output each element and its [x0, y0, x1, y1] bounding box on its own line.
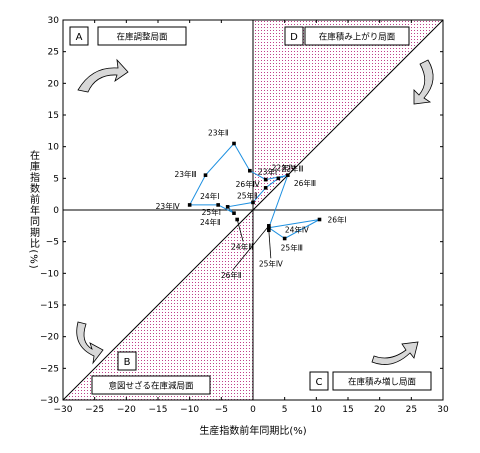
- data-point: [251, 200, 255, 205]
- reference-line: [62, 19, 444, 401]
- x-tick-label: 30: [437, 405, 449, 415]
- quadrant-letter-box: [117, 351, 137, 371]
- quadrant-label-box: [97, 26, 187, 46]
- x-tick-label: −5: [215, 405, 228, 415]
- data-point: [276, 176, 281, 181]
- quadrant-label-box: [91, 375, 211, 395]
- quadrant-letter-box: [69, 26, 89, 46]
- x-tick-label: −10: [180, 405, 199, 415]
- x-tick-label: 0: [250, 405, 256, 415]
- quadrant-letter-box: [284, 26, 304, 46]
- data-point: [232, 141, 236, 146]
- quadrant-letter-box: [309, 371, 329, 391]
- x-tick-label: −25: [85, 405, 104, 415]
- data-point: [267, 225, 271, 230]
- quadrant-letter: B: [124, 357, 131, 368]
- data-label: 26年Ⅳ: [236, 179, 260, 189]
- data-label: 25年Ⅱ: [237, 190, 258, 200]
- x-tick-label: −30: [54, 405, 73, 415]
- y-tick-label: 10: [48, 143, 60, 153]
- data-point: [282, 236, 287, 241]
- data-point: [187, 203, 192, 207]
- data-point: [232, 211, 236, 215]
- y-tick-label: −10: [40, 269, 59, 279]
- cycle-arrow-icon: [371, 341, 419, 365]
- label-leader: [268, 230, 272, 259]
- quadrant-letter: A: [76, 32, 83, 43]
- y-tick-label: −5: [46, 238, 59, 248]
- data-label: 23年Ⅰ: [258, 167, 277, 177]
- x-tick-label: −20: [117, 405, 136, 415]
- y-tick-label: 15: [48, 111, 59, 121]
- label-leader: [232, 225, 270, 271]
- x-tick-label: 15: [342, 405, 353, 415]
- quadrant-label: 在庫調整局面: [116, 32, 168, 43]
- data-point: [267, 224, 271, 228]
- y-tick-label: 25: [48, 48, 59, 58]
- data-label: 23年Ⅱ: [208, 128, 229, 138]
- x-tick-label: 25: [406, 405, 417, 415]
- quadrant-label: 在庫積み増し局面: [348, 377, 417, 388]
- data-label: 26年Ⅲ: [294, 178, 316, 188]
- data-point: [248, 168, 252, 173]
- quadrant-label: 在庫積み上がり局面: [319, 32, 396, 43]
- data-point: [317, 217, 322, 222]
- data-point: [263, 186, 268, 190]
- data-point: [263, 177, 268, 182]
- data-label: 24年Ⅱ: [200, 217, 221, 227]
- x-tick-label: 10: [311, 405, 323, 415]
- x-tick-label: 20: [374, 405, 386, 415]
- data-label: 26年Ⅰ: [328, 215, 347, 225]
- y-tick-label: −30: [40, 396, 59, 406]
- y-tick-label: 20: [48, 79, 60, 89]
- cycle-arrows: [76, 58, 434, 365]
- x-axis-label: 生産指数前年同期比(%): [199, 424, 306, 437]
- data-label: 23年Ⅲ: [175, 169, 197, 179]
- data-point: [286, 173, 290, 177]
- data-label: 23年Ⅳ: [156, 201, 180, 211]
- y-tick-label: 0: [53, 206, 59, 216]
- y-tick-label: −15: [40, 301, 59, 311]
- quadrant-label: 意図せざる在庫減局面: [108, 381, 194, 392]
- data-label: 22年Ⅲ: [281, 163, 303, 173]
- quadrant-label-box: [332, 371, 432, 391]
- data-label: 25年Ⅲ: [281, 243, 303, 253]
- quadrant-letter: D: [290, 32, 298, 43]
- data-label: 25年Ⅰ: [202, 207, 221, 217]
- label-leader: [236, 219, 244, 242]
- data-label: 24年Ⅰ: [200, 191, 219, 201]
- data-point: [216, 203, 220, 207]
- quadrant-labels: A 在庫調整局面 B 意図せざる在庫減局面 C 在庫積み増し局面 D 在庫積み上がり局面: [69, 26, 432, 395]
- x-tick-label: −15: [149, 405, 168, 415]
- data-label: 22年Ⅳ: [272, 163, 296, 173]
- data-label: 24年Ⅳ: [285, 225, 309, 235]
- data-label: 24年Ⅲ: [231, 242, 253, 252]
- data-point: [235, 217, 239, 222]
- y-axis-label: 在庫指数前年同期比(%): [28, 150, 40, 270]
- data-label: 25年Ⅳ: [259, 258, 283, 268]
- y-tick-label: −25: [40, 364, 59, 374]
- cycle-arrow-icon: [76, 321, 104, 365]
- tick-labels: −30 −25 −20 −15 −10 −5 0 5 10 15 20 25 30 −30 −25 −20 −1…: [40, 16, 449, 415]
- data-point: [267, 228, 271, 233]
- y-tick-label: 5: [53, 174, 59, 184]
- quadrant-letter: C: [316, 377, 323, 388]
- y-tick-label: 30: [48, 16, 60, 26]
- data-label: 26年Ⅱ: [221, 270, 242, 280]
- y-tick-label: −20: [40, 333, 59, 343]
- x-tick-label: 5: [282, 405, 288, 415]
- cycle-arrow-icon: [77, 58, 129, 93]
- data-point: [225, 205, 230, 209]
- cycle-arrow-icon: [413, 59, 434, 105]
- data-point: [203, 173, 208, 177]
- quadrant-label-box: [304, 26, 410, 46]
